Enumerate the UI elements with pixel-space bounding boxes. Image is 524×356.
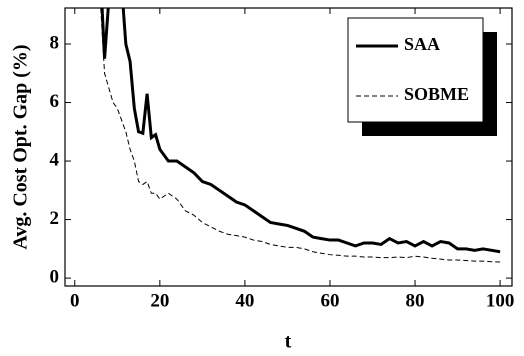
plot-frame <box>64 7 513 287</box>
x-tick-label: 0 <box>70 290 80 311</box>
y-tick-label: 6 <box>50 91 60 112</box>
y-tick-label: 2 <box>50 208 60 229</box>
y-tick-label: 8 <box>50 32 60 53</box>
x-axis-label: t <box>285 331 292 353</box>
x-tick-label: 100 <box>486 290 515 311</box>
y-tick-label: 4 <box>50 149 60 170</box>
x-tick-label: 60 <box>320 290 339 311</box>
data-line <box>100 8 501 254</box>
x-tick-label: 80 <box>406 290 425 311</box>
x-tick-label: 20 <box>150 290 169 311</box>
legend-label: SAA <box>404 34 440 54</box>
data-line <box>100 8 501 263</box>
legend <box>347 17 484 123</box>
plot-area <box>100 8 501 263</box>
y-axis-label: Avg. Cost Opt. Gap (%) <box>10 44 32 249</box>
legend-label: SOBME <box>404 84 469 104</box>
y-tick-label: 0 <box>50 266 60 287</box>
x-tick-label: 40 <box>235 290 254 311</box>
